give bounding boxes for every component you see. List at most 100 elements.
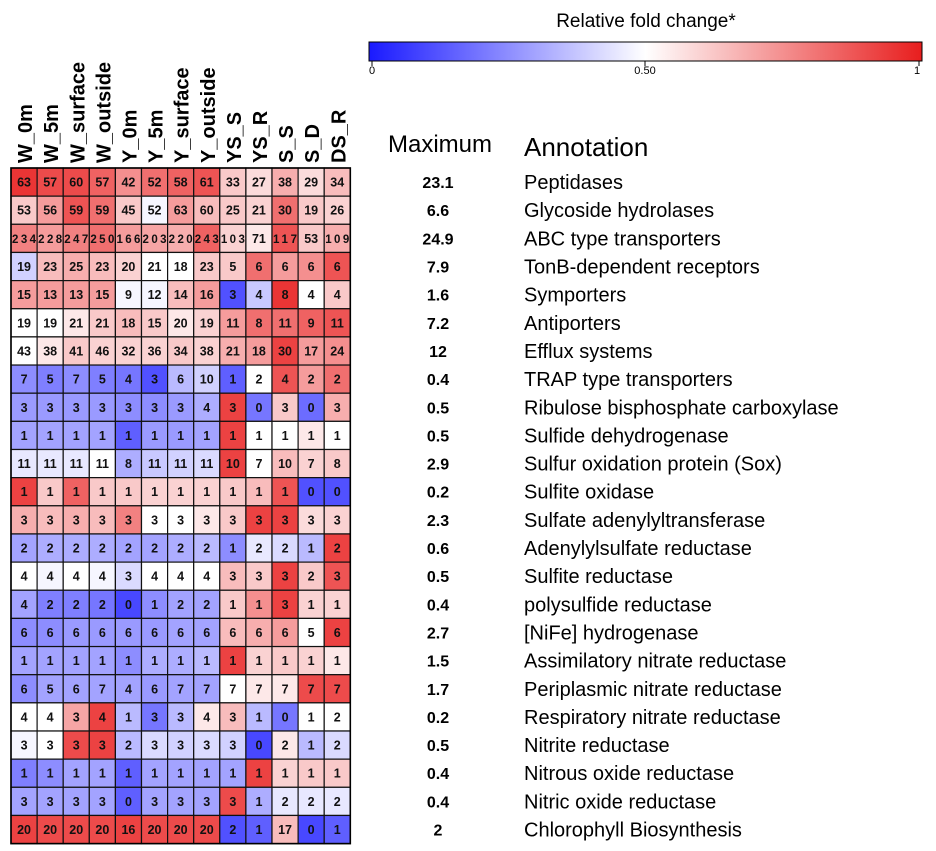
cell-count-label: 3 xyxy=(73,739,80,753)
heatmap-cell xyxy=(245,195,273,225)
heatmap-cell xyxy=(62,448,90,479)
cell-count-label: 17 xyxy=(278,823,292,837)
cell-count-label: 46 xyxy=(95,344,109,358)
heatmap-cell xyxy=(271,702,299,732)
cell-count-label: 6 xyxy=(282,626,289,640)
cell-count-label: 5 xyxy=(308,626,315,640)
heatmap-cell xyxy=(114,645,143,676)
heatmap-cell xyxy=(271,589,299,619)
maximum-value: 0.5 xyxy=(427,738,449,755)
cell-count-label: 3 xyxy=(151,710,158,724)
maximum-value: 1.7 xyxy=(427,682,449,699)
cell-count-label: 4 xyxy=(255,288,262,302)
maximum-column: 23.1 6.6 24.9 7.9 1.6 7.2 12 0.4 0.5 0.5 2.9 0.2 2.3… xyxy=(422,175,453,839)
cell-count-label: 117 xyxy=(273,234,297,246)
cell-count-label: 4 xyxy=(203,710,210,724)
heatmap-cell xyxy=(193,195,221,225)
cell-count-label: 6 xyxy=(125,626,132,640)
cell-count-label: 1 xyxy=(334,654,341,668)
cell-count-label: 1 xyxy=(177,654,184,668)
cell-count-label: 4 xyxy=(99,710,106,724)
column-label-y-5m: Y_5m xyxy=(146,110,168,163)
cell-count-label: 13 xyxy=(69,288,83,302)
cell-count-label: 63 xyxy=(17,176,31,190)
cell-count-label: 1 xyxy=(203,767,210,781)
heatmap-cell xyxy=(10,561,38,591)
cell-count-label: 1 xyxy=(47,654,54,668)
heatmap-cell xyxy=(167,589,195,619)
cell-count-label: 2 xyxy=(229,823,236,837)
heatmap-cell xyxy=(62,280,90,310)
cell-count-label: 243 xyxy=(195,234,219,246)
cell-count-label: 3 xyxy=(255,513,262,527)
maximum-value: 2 xyxy=(434,823,443,840)
cell-count-label: 6 xyxy=(255,260,262,274)
cell-count-label: 12 xyxy=(148,288,162,302)
cell-count-label: 1 xyxy=(308,598,315,612)
cell-count-label: 1 xyxy=(177,485,184,499)
heatmap-cell xyxy=(271,674,299,704)
heatmap-cell xyxy=(88,617,117,648)
cell-count-label: 21 xyxy=(226,344,240,358)
cell-count-label: 15 xyxy=(148,316,162,330)
cell-count-label: 34 xyxy=(174,344,188,358)
cell-count-label: 0 xyxy=(334,485,341,499)
heatmap-cell xyxy=(271,280,299,310)
cell-count-label: 2 xyxy=(125,542,132,556)
heatmap-cell xyxy=(193,617,221,648)
cell-count-label: 1 xyxy=(229,429,236,443)
cell-count-label: 21 xyxy=(148,260,162,274)
cell-count-label: 38 xyxy=(278,176,292,190)
maximum-value: 0.4 xyxy=(427,372,449,389)
cell-count-label: 2 xyxy=(334,795,341,809)
cell-count-label: 1 xyxy=(99,429,106,443)
cell-count-label: 6 xyxy=(308,260,315,274)
cell-count-label: 3 xyxy=(99,401,106,415)
cell-count-label: 3 xyxy=(334,401,341,415)
cell-count-label: 36 xyxy=(148,344,162,358)
cell-count-label: 2 xyxy=(125,739,132,753)
heatmap-cell xyxy=(245,814,273,845)
cell-count-label: 3 xyxy=(229,401,236,415)
cell-count-label: 34 xyxy=(330,176,344,190)
colorbar-gradient xyxy=(368,41,923,62)
cell-count-label: 1 xyxy=(308,654,315,668)
heatmap-cell xyxy=(323,561,351,591)
cell-count-label: 6 xyxy=(255,626,262,640)
column-label-w-0m: W_0m xyxy=(15,104,37,163)
heatmap-cell xyxy=(167,448,195,479)
cell-count-label: 21 xyxy=(252,204,266,218)
cell-count-label: 18 xyxy=(174,260,188,274)
maximum-value: 0.5 xyxy=(427,428,449,445)
cell-count-label: 7 xyxy=(255,457,262,471)
cell-count-label: 13 xyxy=(43,288,57,302)
heatmap-cell xyxy=(323,533,351,563)
heatmap-cell xyxy=(10,702,38,732)
cell-count-label: 1 xyxy=(151,654,158,668)
cell-count-label: 1 xyxy=(255,767,262,781)
cell-count-label: 58 xyxy=(174,176,188,190)
heatmap-cell xyxy=(297,505,325,535)
cell-count-label: 2 xyxy=(99,542,106,556)
cell-count-label: 2 xyxy=(282,739,289,753)
cell-count-label: 3 xyxy=(73,795,80,809)
cell-count-label: 9 xyxy=(308,316,315,330)
cell-count-label: 3 xyxy=(229,288,236,302)
heatmap-cell xyxy=(271,758,299,788)
heatmap-cell xyxy=(297,758,325,788)
cell-count-label: 4 xyxy=(308,288,315,302)
cell-count-label: 6 xyxy=(177,373,184,387)
cell-count-label: 247 xyxy=(64,234,88,246)
heatmap-cell xyxy=(245,561,273,591)
cell-count-label: 3 xyxy=(151,739,158,753)
annotation-label: Peptidases xyxy=(524,172,623,194)
maximum-value: 6.6 xyxy=(427,203,449,220)
cell-count-label: 6 xyxy=(334,626,341,640)
heatmap-cell xyxy=(245,758,273,788)
cell-count-label: 60 xyxy=(69,176,83,190)
heatmap-cell xyxy=(114,364,143,394)
cell-count-label: 4 xyxy=(73,570,80,584)
heatmap-cell xyxy=(323,448,351,479)
maximum-value: 0.5 xyxy=(427,569,449,586)
annotation-label: Sulfite reductase xyxy=(524,566,673,588)
